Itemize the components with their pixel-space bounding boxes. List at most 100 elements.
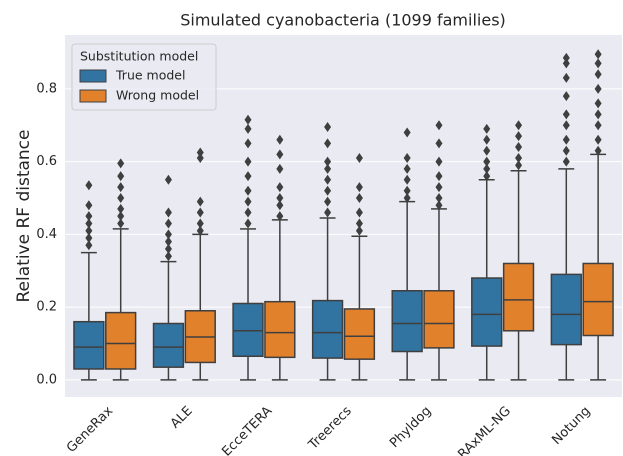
box (550, 273, 582, 346)
legend-swatch (79, 69, 107, 83)
outlier (594, 134, 602, 145)
y-tick-label: 0.2 (36, 300, 57, 315)
outlier (276, 200, 284, 211)
box (391, 290, 423, 353)
outlier (403, 127, 411, 138)
outlier (435, 182, 443, 193)
outlier (164, 236, 172, 247)
outlier (324, 196, 332, 207)
outlier (85, 200, 93, 211)
x-tick-label: Treerecs (305, 404, 355, 454)
box-group (264, 134, 296, 381)
x-tick-label: Notung (549, 404, 593, 448)
chart-title: Simulated cyanobacteria (1099 families) (180, 11, 506, 30)
outlier (403, 185, 411, 196)
outlier (117, 192, 125, 203)
outlier (403, 152, 411, 163)
outlier (244, 156, 252, 167)
outlier (117, 211, 125, 222)
outlier (355, 182, 363, 193)
outlier (276, 211, 284, 222)
box-group (73, 180, 105, 381)
outlier (276, 192, 284, 203)
box (471, 277, 503, 347)
outlier (355, 218, 363, 229)
outlier (276, 134, 284, 145)
y-tick-label: 0.8 (36, 81, 57, 96)
outlier (515, 160, 523, 171)
x-tick-label: ALE (168, 404, 196, 432)
y-tick-label: 0.0 (36, 372, 57, 387)
outlier (196, 196, 204, 207)
outlier (435, 171, 443, 182)
outlier (515, 131, 523, 142)
outlier (324, 122, 332, 133)
outlier (164, 174, 172, 185)
outlier (117, 203, 125, 214)
outlier (355, 192, 363, 203)
box-group (391, 127, 423, 381)
outlier (562, 109, 570, 120)
outlier (594, 98, 602, 109)
outlier (196, 147, 204, 158)
outlier (164, 218, 172, 229)
box-group (343, 152, 376, 381)
outlier (483, 123, 491, 134)
outlier (562, 134, 570, 145)
outlier (117, 158, 125, 169)
legend-label: True model (115, 68, 185, 83)
outlier (85, 240, 93, 251)
outlier (594, 58, 602, 69)
box (423, 290, 455, 349)
x-tick-label: EcceTERA (219, 404, 275, 456)
y-tick-label: 0.4 (36, 227, 57, 242)
outlier (435, 120, 443, 131)
outlier (594, 69, 602, 80)
outlier (324, 174, 332, 185)
outlier (117, 218, 125, 229)
outlier (515, 152, 523, 163)
outlier (355, 207, 363, 218)
outlier (594, 49, 602, 60)
outlier (196, 218, 204, 229)
box-group (152, 174, 185, 381)
outlier (483, 156, 491, 167)
outlier (276, 163, 284, 174)
outlier (276, 149, 284, 160)
outlier (403, 163, 411, 174)
box-group (184, 147, 216, 381)
outlier (85, 233, 93, 244)
outlier (403, 174, 411, 185)
box (502, 262, 535, 332)
outlier (515, 120, 523, 131)
outlier (562, 120, 570, 131)
outlier (594, 83, 602, 94)
outlier (515, 142, 523, 153)
box-group (582, 49, 614, 381)
outlier (562, 52, 570, 63)
box (232, 302, 264, 358)
outlier (562, 58, 570, 69)
box-group (311, 122, 344, 381)
outlier (85, 225, 93, 236)
box-group (105, 158, 137, 381)
outlier (324, 156, 332, 167)
box (73, 320, 105, 370)
outlier (85, 218, 93, 229)
box-group (502, 120, 535, 381)
legend-label: Wrong model (116, 88, 199, 103)
outlier (276, 182, 284, 193)
box (152, 322, 185, 368)
box-group (471, 123, 503, 381)
outlier (244, 171, 252, 182)
box-group (232, 114, 264, 381)
box (105, 311, 137, 370)
outlier (562, 145, 570, 156)
outlier (85, 211, 93, 222)
outlier (244, 123, 252, 134)
outlier (196, 225, 204, 236)
outlier (483, 134, 491, 145)
y-tick-label: 0.6 (36, 154, 57, 169)
outlier (562, 156, 570, 167)
